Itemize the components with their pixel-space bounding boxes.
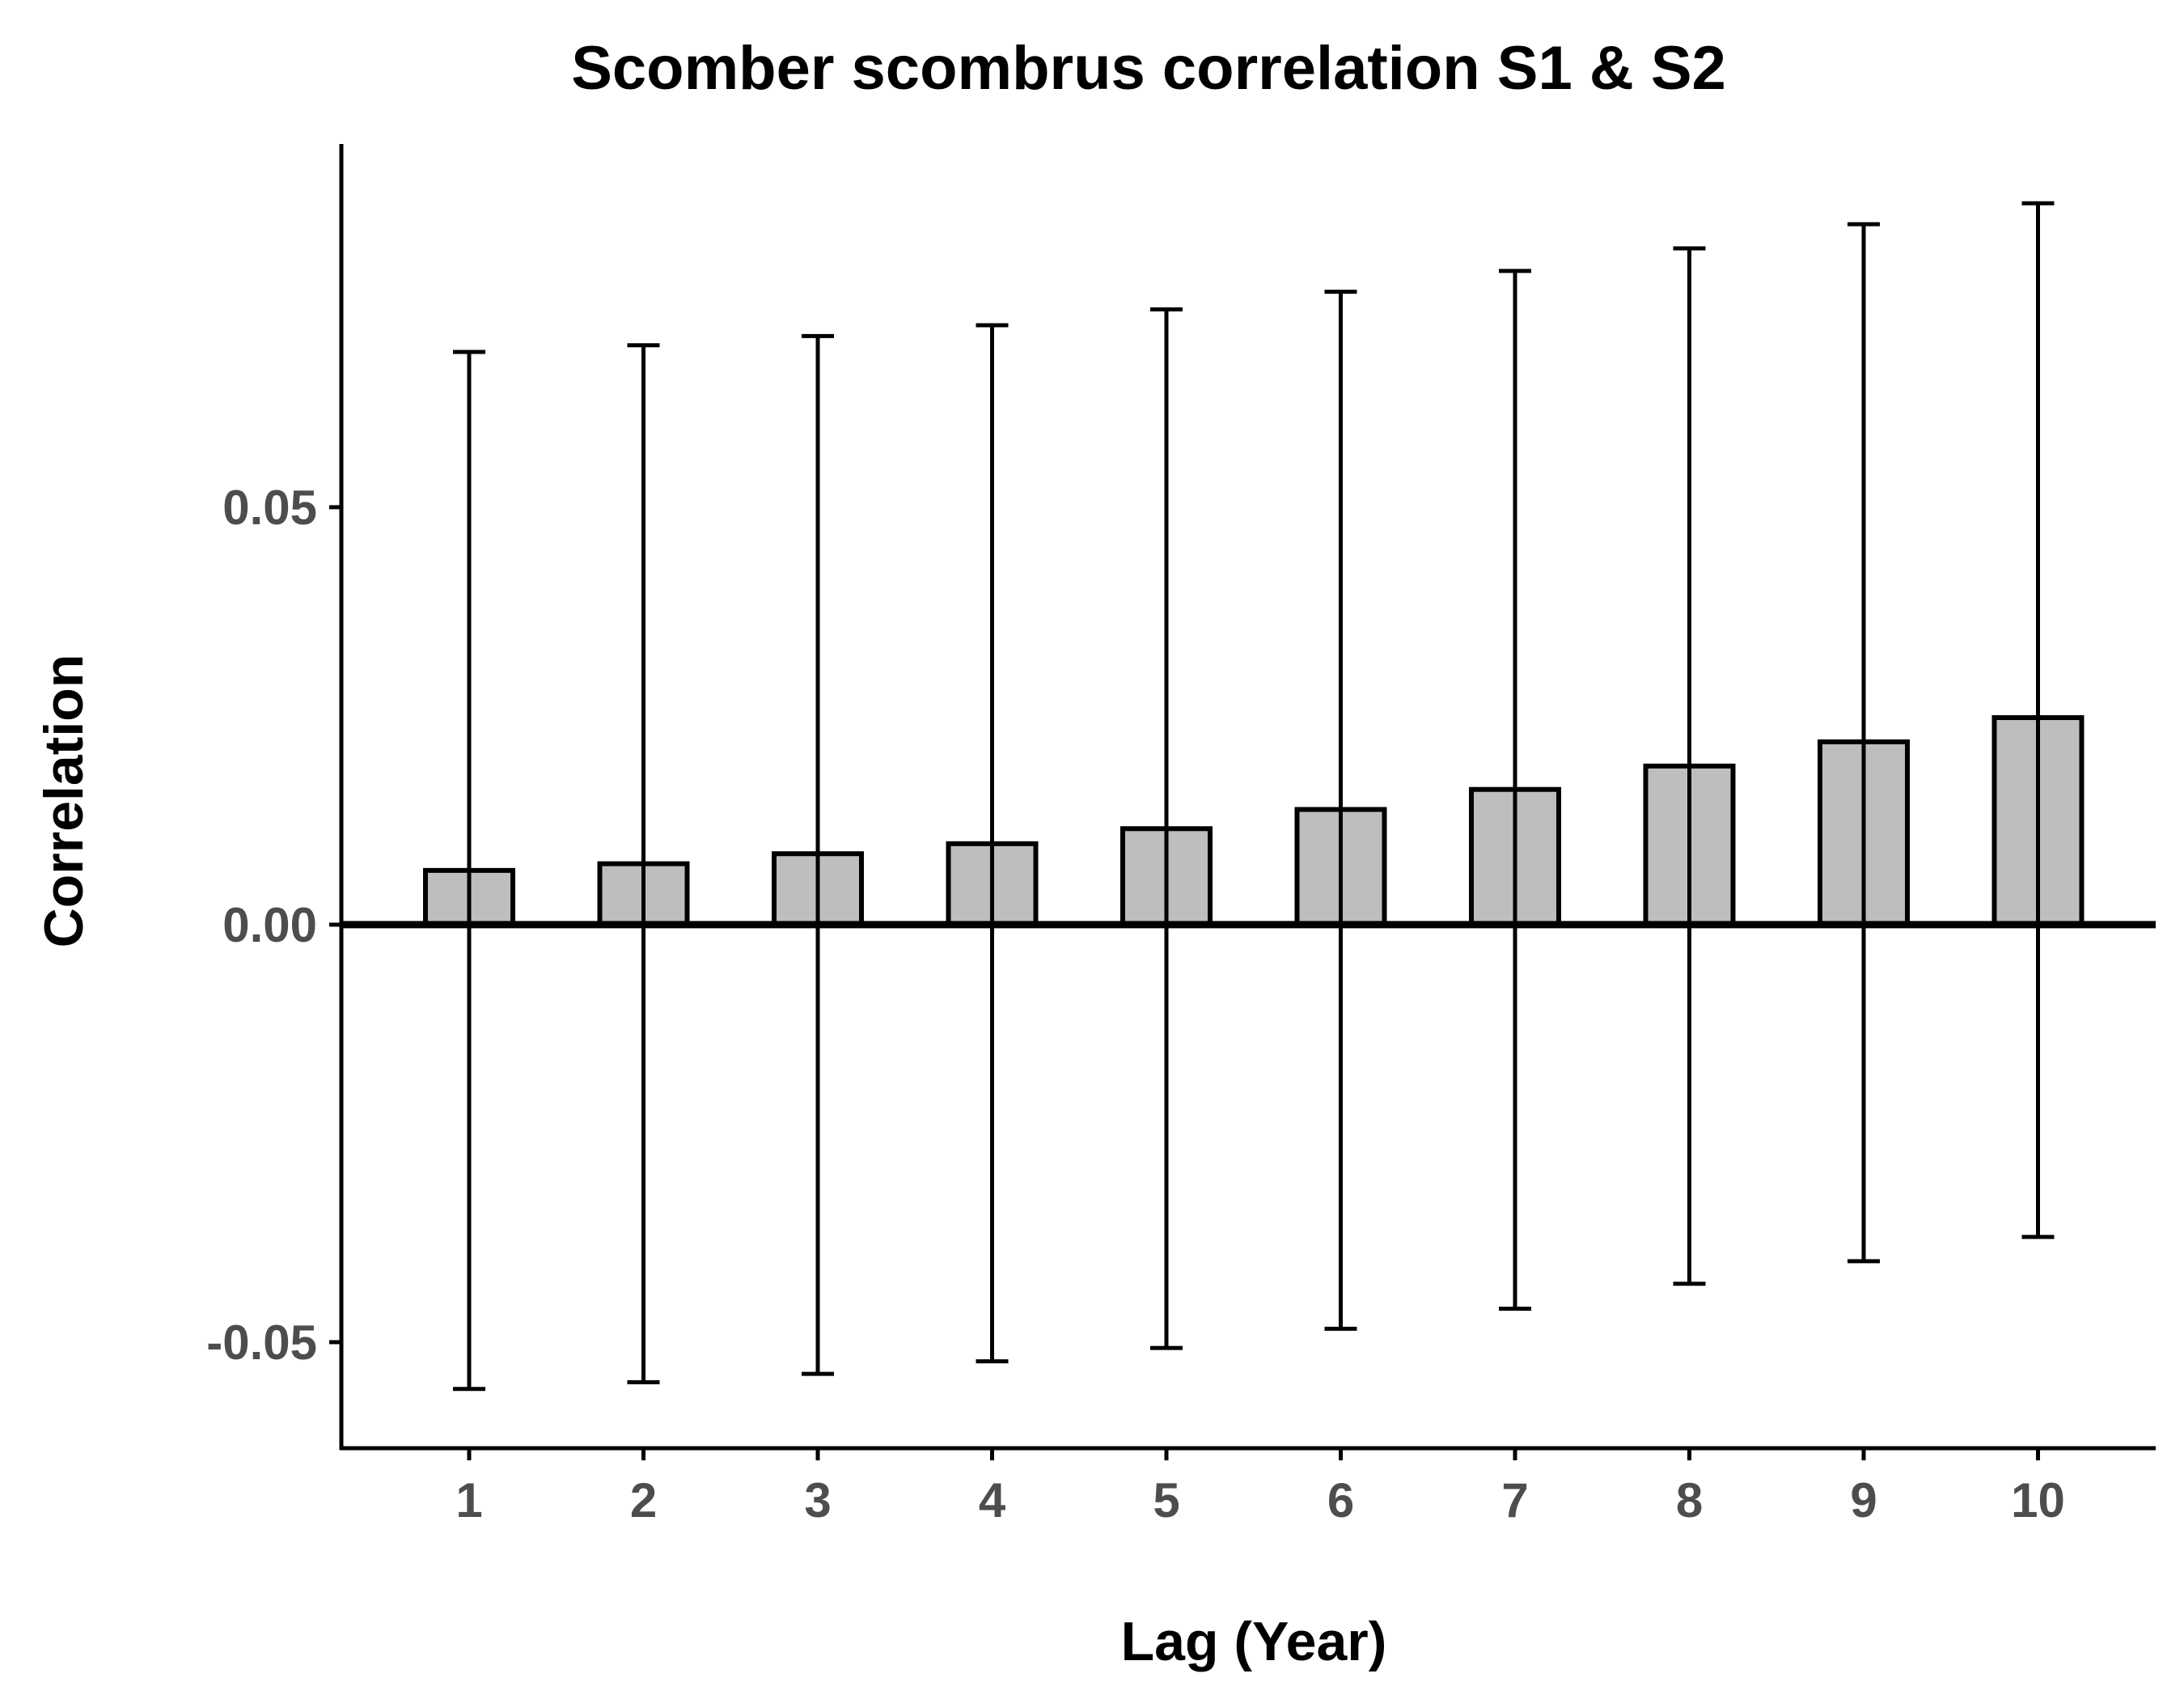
error-bar-lag-4 [976, 323, 1009, 1364]
x-tick-label: 6 [1327, 1473, 1354, 1527]
error-bar-lag-6 [1324, 290, 1357, 1331]
chart-title: Scomber scombrus correlation S1 & S2 [571, 34, 1726, 103]
x-tick-label: 3 [804, 1473, 831, 1527]
error-bar-lag-1 [453, 350, 485, 1392]
x-tick-label: 8 [1676, 1473, 1703, 1527]
x-tick-label: 5 [1153, 1473, 1179, 1527]
error-bar-lag-10 [2021, 201, 2055, 1239]
x-axis-title: Lag (Year) [1121, 1611, 1387, 1672]
error-bar-lag-5 [1150, 307, 1183, 1350]
error-bar-lag-2 [627, 343, 660, 1384]
error-bar-lag-8 [1673, 246, 1706, 1286]
x-tick-label: 4 [979, 1473, 1006, 1527]
x-tick-label: 9 [1850, 1473, 1877, 1527]
x-tick-label: 7 [1501, 1473, 1528, 1527]
y-tick-label: -0.05 [206, 1316, 317, 1370]
y-tick-label: 0.05 [222, 481, 317, 535]
x-tick-label: 2 [630, 1473, 657, 1527]
error-bar-lag-3 [802, 333, 834, 1376]
y-tick-label: 0.00 [222, 898, 317, 952]
y-axis-title: Correlation [33, 655, 95, 948]
ticks-layer: -0.05 0.00 0.05 1 2 3 4 5 6 7 8 9 10 [206, 481, 2065, 1527]
error-bars-layer [453, 201, 2055, 1392]
x-tick-label: 1 [455, 1473, 482, 1527]
x-tick-label: 10 [2011, 1473, 2065, 1527]
error-bar-lag-9 [1848, 222, 1880, 1264]
error-bar-lag-7 [1499, 269, 1531, 1311]
